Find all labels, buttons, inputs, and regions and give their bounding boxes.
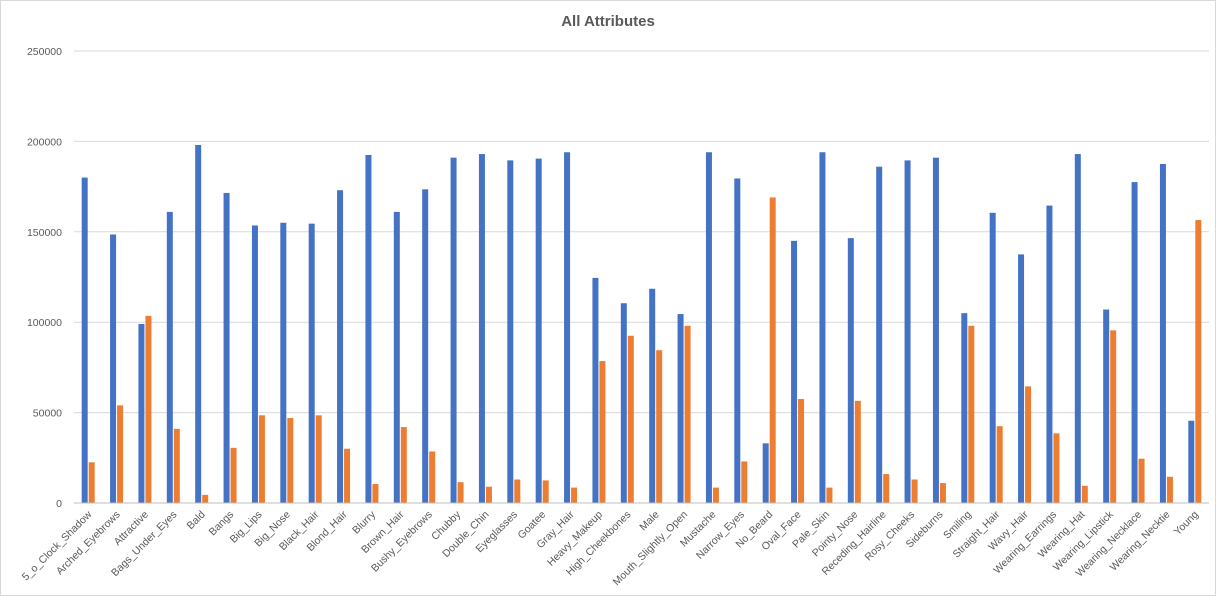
bar-series-1 [365,154,372,503]
bar-series-1 [138,324,145,503]
bar-series-2 [1166,476,1173,503]
bar-series-1 [337,190,344,503]
bar-series-2 [996,426,1003,503]
bar-series-2 [429,451,436,503]
chart-title: All Attributes [561,13,655,30]
bar-series-2 [372,484,379,503]
bar-series-1 [1018,254,1025,503]
y-axis-ticks: 0 50000 100000 150000 200000 250000 [27,46,62,510]
bar-series-1 [847,238,854,503]
bar-series-1 [791,240,798,503]
bar-series-2 [854,400,861,503]
y-tick-label: 0 [56,498,62,510]
bar-series-2 [400,427,407,503]
bar-series-1 [507,160,514,503]
bar-series-1 [450,157,457,504]
bar-series-1 [478,154,485,503]
bar-series-2 [117,405,124,503]
y-tick-label: 200000 [27,136,62,148]
bar-series-1 [1103,309,1110,503]
bar-series-1 [677,314,684,503]
y-tick-label: 150000 [27,227,62,239]
bar-series-2 [202,494,209,503]
bar-series-2 [1025,386,1032,503]
bar-series-1 [393,211,400,503]
bar-series-2 [599,361,606,503]
bar-series-2 [485,486,492,503]
bar-series-2 [258,415,265,503]
bar-series-1 [1188,420,1195,503]
bar-series-1 [195,145,202,503]
x-tick-label: Male [637,509,662,534]
bar-series-2 [173,428,180,503]
y-tick-label: 50000 [33,408,62,420]
bar-series-2 [514,479,521,503]
bar-series-2 [1195,220,1202,504]
bar-series-1 [1046,205,1053,503]
bar-series-2 [968,325,975,503]
bar-series-1 [819,152,826,503]
bar-series-1 [734,178,741,503]
bar-series-2 [741,461,748,503]
x-tick-label: Bald [184,509,207,532]
bar-series-2 [769,197,776,503]
bar-series-1 [110,234,117,503]
y-tick-label: 250000 [27,46,62,58]
bar-series-1 [1074,154,1081,503]
bar-series-2 [911,479,918,503]
bar-series-2 [1138,458,1145,503]
bar-series-1 [989,212,996,503]
bar-series-2 [315,415,322,503]
bar-series-1 [223,192,230,503]
bar-series-2 [230,447,237,503]
bar-series-1 [564,152,571,503]
bar-series-1 [705,152,712,503]
bar-series-1 [166,211,173,503]
bar-series-2 [826,487,833,503]
bar-series-2 [798,399,805,503]
bar-series-2 [712,487,719,503]
x-tick-label: Young [1172,509,1201,538]
bar-series-1 [422,189,429,503]
bar-series-1 [762,443,769,503]
bar-series-2 [145,315,152,503]
bar-series-2 [542,480,549,503]
bar-series-2 [939,483,946,503]
bar-series-2 [344,448,351,503]
bar-series-1 [1159,164,1166,503]
bar-series-2 [571,487,578,503]
bar-series-1 [961,313,968,503]
bar-series-2 [1110,330,1117,503]
bar-series-2 [1053,433,1060,503]
bar-series-2 [883,474,890,503]
bar-series-1 [81,177,88,503]
bar-series-2 [684,325,691,503]
bar-series-1 [1131,182,1138,503]
bar-series-1 [649,288,656,503]
bar-series-2 [287,418,294,503]
bar-series-2 [457,482,464,503]
bar-series-1 [592,277,599,503]
bar-series-1 [620,303,627,503]
bar-series-1 [535,158,542,503]
bar-series-1 [904,160,911,503]
bar-series-2 [656,350,663,503]
bar-series-2 [1081,485,1088,503]
bar-series-1 [876,166,883,503]
bar-series-1 [280,222,287,503]
bar-series-2 [88,462,95,503]
bars [81,145,1202,504]
x-axis-labels: 5_o_Clock_ShadowArched_EyebrowsAttractiv… [20,508,1201,588]
bar-series-1 [251,225,258,503]
y-tick-label: 100000 [27,317,62,329]
gridlines [74,50,1209,414]
bar-series-2 [627,335,634,503]
bar-series-1 [308,223,315,503]
bar-series-1 [932,157,939,504]
